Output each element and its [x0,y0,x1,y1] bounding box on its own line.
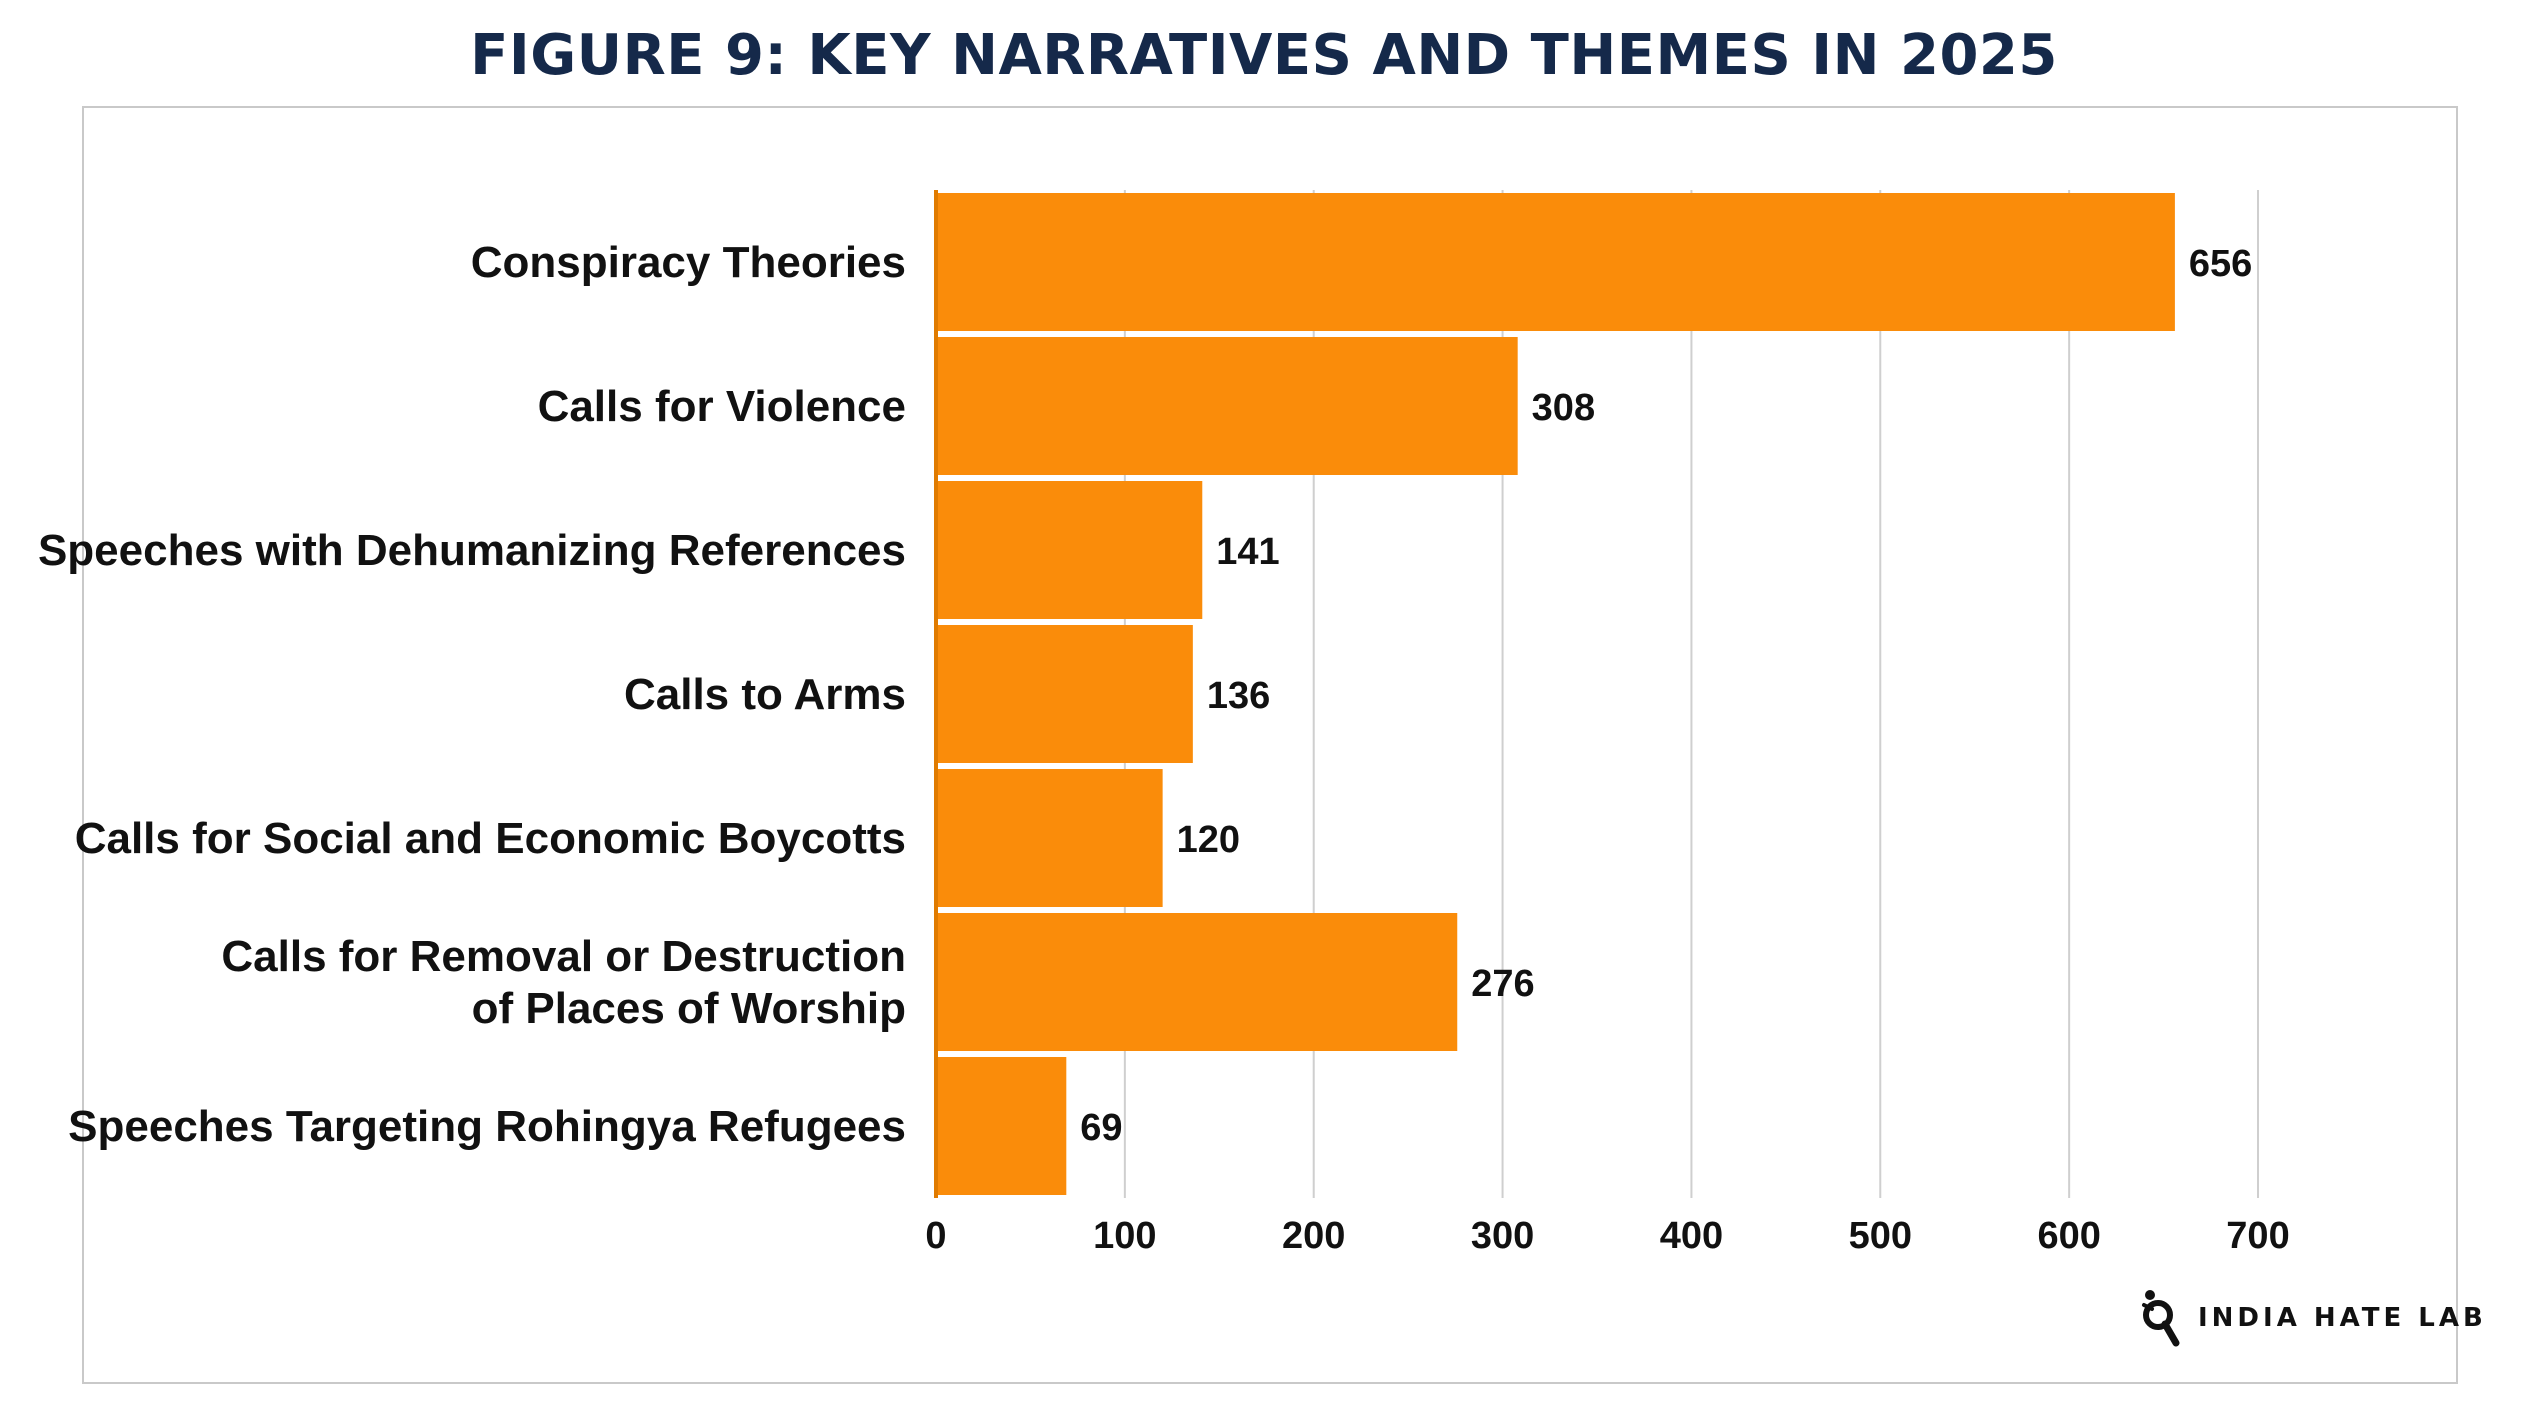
category-label-1-line-0: Calls for Violence [538,382,906,431]
value-label-3: 136 [1207,675,1270,717]
value-label-0: 656 [2189,243,2252,285]
brand-name: INDIA HATE LAB [2198,1303,2487,1333]
category-label-0-line-0: Conspiracy Theories [471,238,906,287]
category-label-5: Calls for Removal or Destruction of Place… [221,932,906,1033]
category-label-1: Calls for Violence [538,382,906,431]
x-tick-label-100: 100 [1093,1215,1156,1257]
figure-title: FIGURE 9: KEY NARRATIVES AND THEMES IN 2… [470,23,2058,88]
category-label-5-line-1: of Places of Worship [472,984,906,1033]
bars [936,193,2175,1195]
bar-0 [936,193,2175,331]
value-label-6: 69 [1080,1107,1122,1149]
category-label-4: Calls for Social and Economic Boycotts [75,814,906,863]
category-label-3: Calls to Arms [624,670,906,719]
value-label-1: 308 [1532,387,1595,429]
category-label-5-line-0: Calls for Removal or Destruction [221,932,906,981]
bar-6 [936,1057,1067,1195]
x-tick-label-600: 600 [2037,1215,2100,1257]
category-labels: Conspiracy Theories Calls for Violence Spe… [38,238,906,1151]
category-label-3-line-0: Calls to Arms [624,670,906,719]
category-label-6: Speeches Targeting Rohingya Refugees [68,1102,906,1151]
bar-4 [936,769,1163,907]
x-tick-label-400: 400 [1660,1215,1723,1257]
x-tick-label-700: 700 [2226,1215,2289,1257]
x-tick-label-0: 0 [925,1215,946,1257]
bar-2 [936,481,1203,619]
brand-logo: INDIA HATE LAB [2138,1288,2487,1348]
value-labels: 656 308 141 136 120 276 69 [1080,243,2252,1149]
india-hate-lab-logo-icon [2142,1290,2180,1347]
bar-1 [936,337,1518,475]
category-label-6-line-0: Speeches Targeting Rohingya Refugees [68,1102,906,1151]
bar-5 [936,913,1458,1051]
category-label-2-line-0: Speeches with Dehumanizing References [38,526,906,575]
category-label-2: Speeches with Dehumanizing References [38,526,906,575]
category-label-4-line-0: Calls for Social and Economic Boycotts [75,814,906,863]
value-label-5: 276 [1471,963,1534,1005]
x-tick-label-500: 500 [1849,1215,1912,1257]
bar-3 [936,625,1193,763]
category-label-0: Conspiracy Theories [471,238,906,287]
x-axis-ticks: 0 100 200 300 400 500 600 700 [925,1215,2289,1257]
value-label-4: 120 [1177,819,1240,861]
x-tick-label-200: 200 [1282,1215,1345,1257]
x-tick-label-300: 300 [1471,1215,1534,1257]
value-label-2: 141 [1216,531,1279,573]
